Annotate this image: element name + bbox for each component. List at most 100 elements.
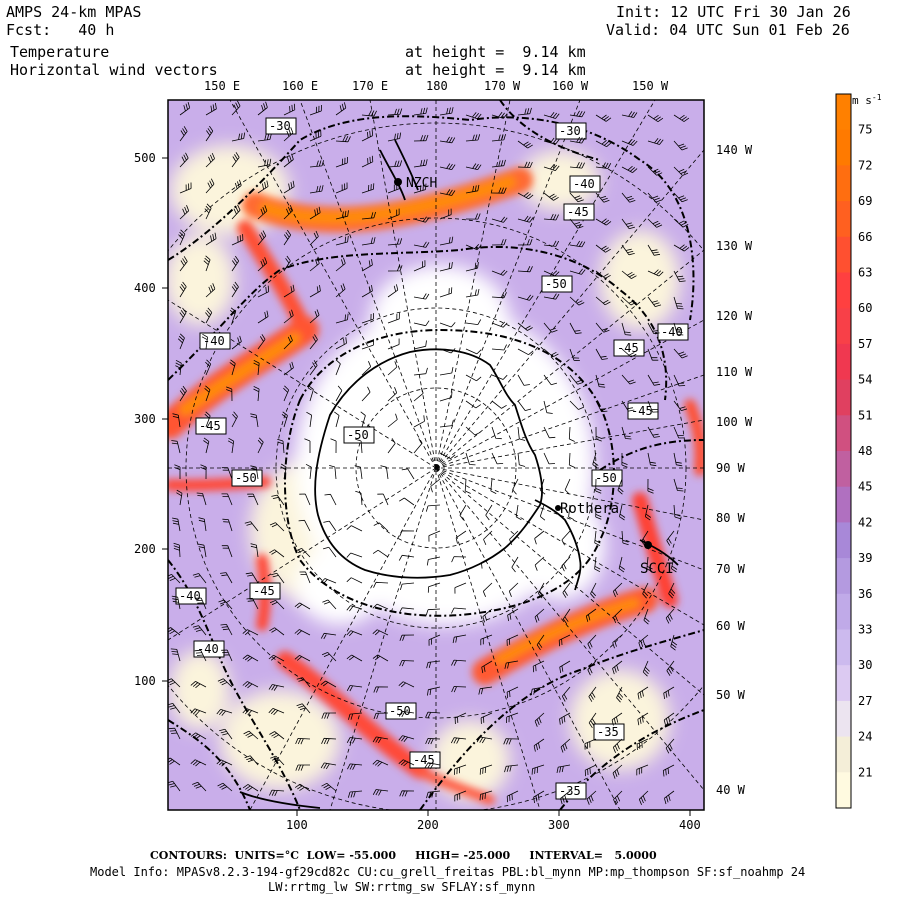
wind-barb: [280, 463, 287, 480]
wind-barb: [491, 133, 506, 142]
wind-barb: [439, 236, 454, 246]
wind-barb: [387, 312, 400, 324]
wind-barb: [413, 134, 429, 142]
map-frame: [167, 99, 705, 811]
lon-right-9: 60 W: [716, 619, 746, 633]
wind-barb: [465, 262, 479, 272]
wind-barb: [194, 649, 207, 662]
wind-barb: [504, 660, 519, 669]
contour-label-box: [385, 702, 417, 720]
wind-barb: [647, 244, 661, 256]
wind-barb: [621, 348, 637, 358]
wind-barb: [192, 625, 207, 636]
wind-barb: [621, 530, 629, 546]
wind-barb: [399, 790, 415, 797]
wind-barb: [439, 189, 456, 196]
wind-barb: [380, 465, 389, 480]
wind-barb: [387, 108, 403, 116]
wind-barb: [387, 338, 400, 350]
contour-label: -50: [595, 471, 617, 485]
wind-barb: [506, 712, 519, 724]
contour-label-box: [591, 469, 623, 487]
wind-barb: [361, 361, 372, 376]
wind-barb: [221, 545, 233, 558]
wind-barb: [271, 572, 285, 584]
x-tick-400: 400: [679, 818, 701, 832]
wind-barb: [294, 602, 311, 610]
wind-barb: [439, 391, 453, 402]
wind-barb: [304, 438, 311, 453]
wind-barb: [294, 783, 311, 792]
wind-barb: [517, 322, 533, 331]
wind-barb: [373, 522, 389, 532]
lon-top-7: 150 W: [632, 79, 669, 93]
wind-barb: [231, 204, 241, 220]
station-dot-rothera: [555, 505, 561, 511]
contour-label: -50: [545, 277, 567, 291]
wind-barb: [426, 556, 441, 566]
wind-barb: [506, 790, 519, 803]
wind-barb: [621, 322, 632, 336]
wind-barb: [361, 313, 374, 324]
wind-barb: [643, 608, 650, 625]
wind-barb: [372, 789, 389, 796]
wind-barb: [647, 452, 657, 467]
wind-barb: [621, 165, 638, 173]
contour-label: -50: [347, 428, 369, 442]
wind-barb: [612, 738, 623, 753]
wind-barb: [334, 411, 340, 428]
wind-barb: [636, 738, 649, 751]
contour-label-box: [265, 117, 297, 135]
wind-barb: [481, 556, 493, 569]
lat-lon-grid: [168, 100, 704, 810]
wind-barb: [231, 281, 239, 298]
wind-barb: [231, 132, 246, 142]
wind-barb: [242, 784, 259, 792]
wind-barb: [294, 629, 311, 636]
colorbar-label: 54: [858, 373, 872, 387]
wind-barb: [428, 530, 441, 542]
wind-barb: [673, 348, 688, 359]
wind-barb: [335, 210, 349, 220]
wind-barb: [387, 265, 403, 272]
wind-barb: [295, 548, 311, 558]
wind-barb: [569, 162, 585, 169]
colorbar-label: 27: [858, 694, 872, 708]
wind-barb: [537, 582, 545, 599]
wind-barb: [540, 478, 546, 495]
contour-label: -45: [413, 753, 435, 767]
wind-barb: [454, 712, 467, 725]
colorbar-cell: [836, 308, 851, 345]
colorbar-frame: [835, 93, 852, 809]
wind-barb: [428, 634, 441, 646]
wind-barb: [451, 556, 467, 563]
wind-barb: [309, 185, 324, 194]
lon-right-5: 100 W: [716, 415, 753, 429]
wind-barb: [673, 270, 686, 282]
wind-barb: [269, 627, 285, 636]
wind-barb: [190, 681, 207, 689]
wind-barb: [320, 632, 337, 640]
wind-barb: [204, 203, 212, 220]
wind-barb: [377, 493, 389, 506]
wind-barb: [480, 712, 493, 724]
contour-label-box: [569, 175, 601, 193]
wind-barb: [200, 464, 207, 480]
wind-barb: [506, 686, 519, 699]
wind-barb: [491, 187, 507, 194]
wind-barb: [531, 764, 545, 775]
wind-barb: [637, 712, 649, 726]
contour-label: -50: [389, 704, 411, 718]
wind-barb: [348, 712, 363, 720]
wind-barb: [568, 426, 575, 442]
wind-barb: [543, 137, 560, 145]
contour-label: -45: [253, 584, 275, 598]
wind-barb: [491, 321, 508, 328]
wind-barb: [413, 241, 430, 248]
wind-barb: [269, 522, 285, 532]
wind-barb: [569, 192, 584, 203]
wind-barb: [561, 556, 571, 572]
wind-barb: [585, 608, 597, 622]
wind-barb: [295, 764, 310, 771]
